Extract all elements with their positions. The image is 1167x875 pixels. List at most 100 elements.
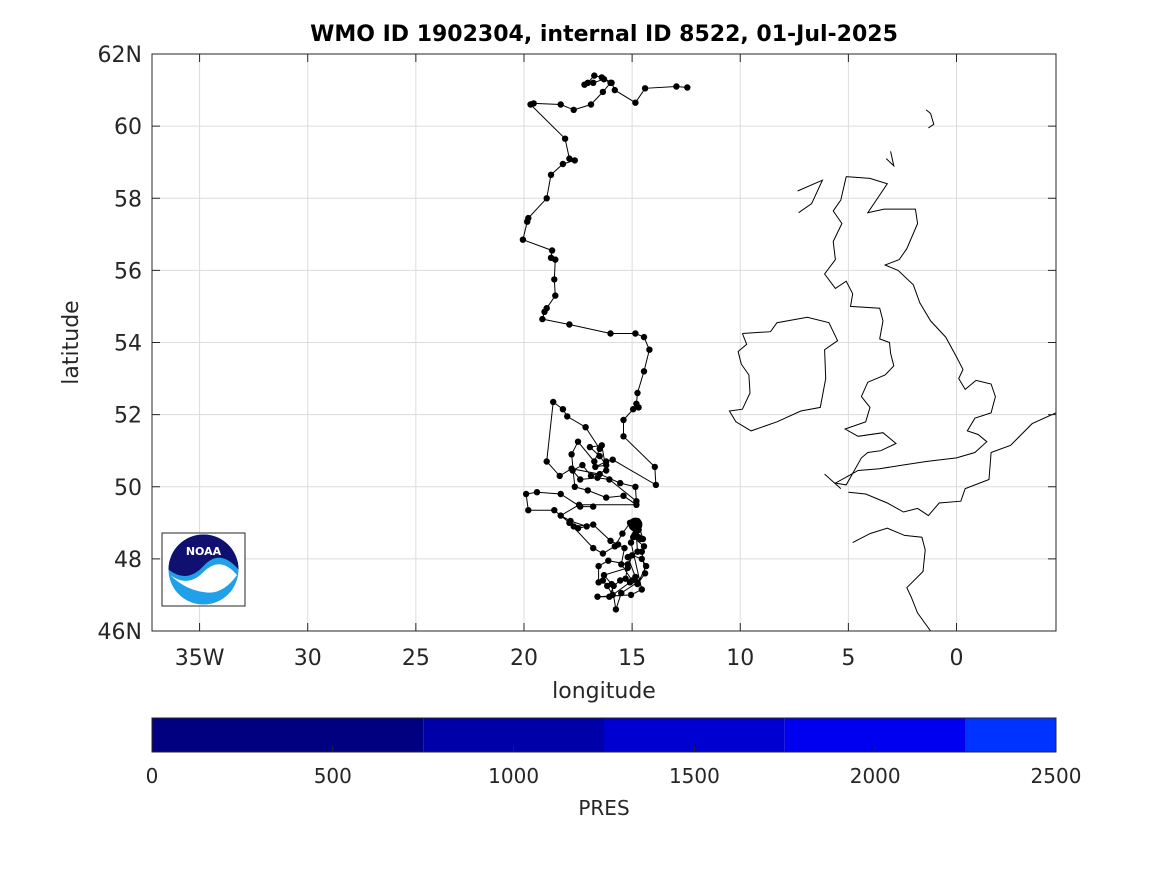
track-point (595, 579, 602, 586)
track-point (603, 461, 610, 469)
track-point (571, 157, 578, 164)
track-point (586, 443, 594, 451)
track-point (622, 575, 629, 582)
y-tick-label: 50 (114, 476, 142, 501)
track-point (591, 458, 598, 465)
track-point (592, 463, 599, 471)
y-axis-title: latitude (59, 300, 84, 384)
track-point (684, 84, 691, 91)
track-point (577, 476, 584, 483)
track-point (673, 83, 680, 90)
track-point (539, 315, 546, 323)
track-point (557, 490, 564, 498)
track-point (570, 106, 577, 114)
track-point (619, 530, 626, 537)
track-point (570, 523, 577, 530)
track-point (635, 404, 642, 411)
track-point (603, 467, 610, 474)
track-point (607, 79, 614, 87)
track-point (557, 512, 564, 519)
track-point (611, 86, 618, 94)
track-point (566, 519, 573, 526)
track-point (606, 476, 613, 483)
track-point (618, 589, 625, 597)
track-point (646, 346, 653, 353)
x-tick-label: 5 (841, 646, 855, 671)
track-point (566, 321, 573, 328)
track-point (533, 489, 541, 496)
x-tick-label: 20 (510, 646, 538, 671)
track-point (519, 236, 527, 243)
track-point (577, 503, 584, 510)
track-point (621, 544, 628, 552)
track-point (633, 501, 640, 508)
track-point (612, 606, 620, 613)
y-tick-label: 58 (114, 187, 142, 212)
track-point (583, 523, 590, 530)
track-point (600, 76, 608, 83)
track-point (638, 555, 645, 563)
track-point (641, 85, 649, 92)
track-point (541, 308, 548, 315)
track-point (587, 472, 595, 480)
x-tick-label: 10 (726, 646, 754, 671)
x-tick-label: 15 (618, 646, 646, 671)
track-point (564, 413, 571, 420)
track-point (617, 479, 624, 487)
colorbar-tick-label: 500 (314, 764, 352, 788)
coastline-segment (797, 179, 824, 214)
track-point (641, 570, 649, 577)
track-point (640, 543, 648, 550)
track-point (607, 537, 614, 544)
track-point (632, 483, 639, 490)
track-point (626, 579, 634, 586)
coastline-segment (852, 527, 932, 631)
track-point (651, 463, 658, 471)
track-point (591, 72, 598, 79)
track-point (643, 562, 650, 570)
coastline-segment (823, 176, 996, 486)
track-point (571, 483, 578, 490)
track-point (527, 101, 534, 108)
track-point (609, 456, 616, 463)
track-point (638, 586, 645, 593)
track-point (618, 561, 625, 568)
track-point (632, 573, 639, 581)
track-point (606, 593, 613, 600)
coastline-segment (728, 316, 839, 432)
track-point (590, 521, 597, 528)
track-point (610, 582, 617, 590)
track-point (624, 561, 631, 568)
track-point (596, 470, 603, 478)
svg-text:NOAA: NOAA (186, 545, 222, 558)
track-point (637, 535, 644, 543)
grid-lines (152, 53, 1056, 632)
track-point (574, 438, 582, 445)
track-point (594, 593, 601, 600)
x-tick-label: 30 (294, 646, 322, 671)
track-point (566, 155, 573, 162)
track-point (632, 99, 639, 106)
track-point (620, 492, 627, 499)
track-point (581, 81, 588, 88)
track-point (627, 539, 635, 546)
y-tick-label: 52 (114, 404, 142, 429)
colorbar-band (152, 718, 424, 752)
colorbar-tick-label: 2500 (1031, 764, 1082, 788)
track-point (561, 135, 569, 142)
x-axis-title: longitude (552, 679, 656, 704)
y-tick-label: 48 (114, 548, 142, 573)
track-point (640, 333, 648, 341)
track-point (599, 88, 607, 96)
track-point (582, 424, 589, 431)
y-tick-label: 62N (98, 43, 142, 68)
x-tick-label: 35W (175, 646, 225, 671)
track-point (550, 398, 557, 406)
track-point (590, 503, 597, 510)
track-point (599, 550, 607, 557)
track-point (551, 507, 558, 514)
chart-title: WMO ID 1902304, internal ID 8522, 01-Jul… (310, 22, 898, 47)
colorbar-frame (151, 717, 1057, 753)
track-point (596, 452, 603, 460)
